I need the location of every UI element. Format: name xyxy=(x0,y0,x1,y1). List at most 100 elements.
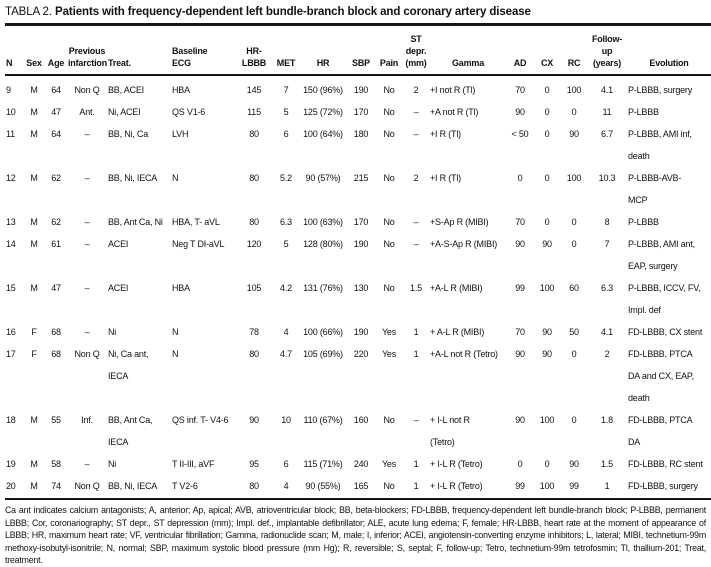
table-cell: +A-L R (MIBI) xyxy=(430,283,483,293)
table-cell: 80 xyxy=(249,217,259,227)
table-cell: 1 xyxy=(403,475,429,500)
table-cell: Ni, ACEI xyxy=(108,107,141,117)
table-cell: 1.5 xyxy=(601,459,613,469)
column-header--years-: Follow-up (years) xyxy=(587,24,627,76)
table-cell: – xyxy=(84,129,90,139)
table-cell: 1 xyxy=(413,459,419,469)
table-cell: No xyxy=(383,129,395,139)
table-cell: 4.1 xyxy=(601,85,613,95)
table-cell: Ni xyxy=(108,327,117,337)
table-cell: 50 xyxy=(569,327,579,337)
table-row: 18 M 55 Inf. BB, Ant Ca, IECA QS inf. T- V4-6… xyxy=(5,409,711,453)
table-cell: M xyxy=(23,475,45,500)
table-cell: 0 xyxy=(544,107,550,117)
table-cell: 64 xyxy=(51,129,61,139)
table-cell: Neg T DI-aVL xyxy=(172,239,225,249)
table-cell: 60 xyxy=(569,283,579,293)
table-cell: M xyxy=(30,129,38,139)
table-cell: 145 xyxy=(246,85,262,95)
table-cell: 80 xyxy=(235,475,273,500)
table-cell: 90 xyxy=(515,107,525,117)
table-cell: 0 xyxy=(544,129,550,139)
table-cell: 100 (66%) xyxy=(303,327,343,337)
column-header-pain: Pain xyxy=(375,24,403,76)
table-cell: – xyxy=(84,459,90,469)
table-cell: + I-L not R (Tetro) xyxy=(430,415,470,447)
table-cell: 47 xyxy=(51,107,61,117)
table-cell: 0 xyxy=(544,85,550,95)
table-cell: + I-L R (Tetro) xyxy=(429,475,507,500)
table-cell: 100 xyxy=(566,85,582,95)
table-cell: 0 xyxy=(544,173,550,183)
table-cell: 47 xyxy=(51,283,61,293)
table-cell: + A-L R (MIBI) xyxy=(430,327,485,337)
column-header-n: N xyxy=(5,24,23,76)
table-cell: +I R (Tl) xyxy=(430,173,461,183)
table-cell: +I R (Tl) xyxy=(430,129,461,139)
table-cell: 7 xyxy=(604,239,610,249)
table-cell: 64 xyxy=(51,85,61,95)
table-cell: 90 (55%) xyxy=(299,475,347,500)
table-cell: 5.2 xyxy=(280,173,292,183)
table-cell: M xyxy=(30,415,38,425)
table-cell: 6 xyxy=(283,459,289,469)
table-cell: 90 (57%) xyxy=(305,173,341,183)
table-cell: No xyxy=(383,217,395,227)
table-cell: BB, Ant Ca, IECA xyxy=(108,415,153,447)
table-cell: 180 xyxy=(353,129,369,139)
table-cell: 4.2 xyxy=(280,283,292,293)
table-cell: 61 xyxy=(51,239,61,249)
table-cell: 120 xyxy=(246,239,262,249)
table-cell: +A-L not R (Tetro) xyxy=(430,349,498,359)
table-cell: – xyxy=(413,239,419,249)
table-cell: < 50 xyxy=(511,129,529,139)
table-cell: 74 xyxy=(45,475,67,500)
table-row: 10 M 47 Ant. Ni, ACEI QS V1-6 115 5 125 (72%) 170… xyxy=(5,101,711,123)
table-cell: 90 xyxy=(515,239,525,249)
table-cell: 80 xyxy=(249,349,259,359)
table-cell: 12 xyxy=(6,173,16,183)
table-cell: No xyxy=(383,239,395,249)
column-header-cx: CX xyxy=(533,24,561,76)
table-cell: HBA xyxy=(172,85,190,95)
table-cell: 170 xyxy=(353,107,369,117)
table-cell: 18 xyxy=(6,415,16,425)
table-row: 12 M 62 – BB, Ni, IECA N 80 5.2 90 (57%) 215 No 2 +I… xyxy=(5,167,711,211)
table-cell: ACEI xyxy=(108,283,129,293)
table-cell: – xyxy=(413,107,419,117)
table-cell: – xyxy=(413,415,419,425)
table-cell: M xyxy=(30,459,38,469)
table-cell: – xyxy=(84,327,90,337)
column-header-hr: HR xyxy=(299,24,347,76)
table-cell: 100 xyxy=(566,173,582,183)
table-cell: FD-LBBB, PTCA DA xyxy=(628,415,693,447)
table-cell: 110 (67%) xyxy=(303,415,343,425)
table-cell: ACEI xyxy=(108,239,129,249)
table-cell: 170 xyxy=(353,217,369,227)
table-cell: 90 xyxy=(569,129,579,139)
table-cell: M xyxy=(30,107,38,117)
table-cell: 16 xyxy=(6,327,16,337)
table-cell: 70 xyxy=(515,327,525,337)
table-cell: 9 xyxy=(6,85,11,95)
table-cell: No xyxy=(383,173,395,183)
column-header-rc: RC xyxy=(561,24,587,76)
table-cell: 5 xyxy=(283,239,289,249)
table-cell: BB, Ant Ca, Ni xyxy=(108,217,163,227)
table-cell: P-LBBB xyxy=(628,107,659,117)
table-cell: 90 xyxy=(542,327,552,337)
table-cell: Ni, Ca ant, IECA xyxy=(108,349,149,381)
table-cell: BB, Ni, Ca xyxy=(108,129,149,139)
table-cell: T II-III, aVF xyxy=(172,459,215,469)
table-cell: 100 xyxy=(533,475,561,500)
table-cell: 70 xyxy=(515,85,525,95)
table-cell: 0 xyxy=(571,107,577,117)
table-cell: 7 xyxy=(283,85,289,95)
table-row: 19 M 58 – Ni T II-III, aVF 95 6 115 (71%) 240 Yes 1… xyxy=(5,453,711,475)
table-cell: 0 xyxy=(517,173,523,183)
table-cell: BB, ACEI xyxy=(108,85,144,95)
table-cell: N xyxy=(172,173,179,183)
table-cell: 0 xyxy=(571,415,577,425)
table-cell: FD-LBBB, CX stent xyxy=(628,327,703,337)
table-cell: LVH xyxy=(172,129,189,139)
